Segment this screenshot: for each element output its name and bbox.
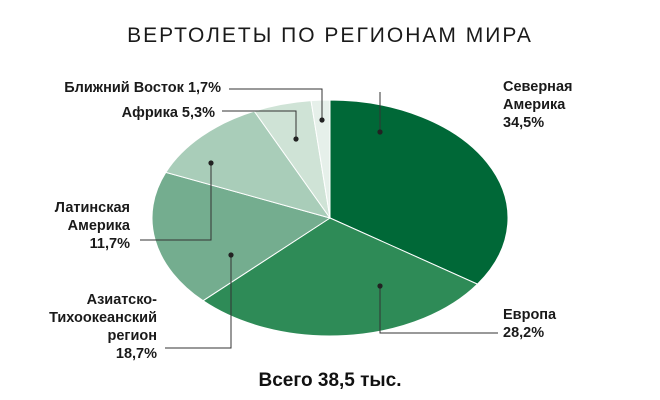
data-label-европа: Европа 28,2% (503, 307, 557, 341)
data-label-ближний-восток: Ближний Восток 1,7% (64, 80, 221, 96)
slice-европа (202, 217, 479, 337)
data-label-северная-америка: Северная Америка 34,5% (503, 79, 572, 131)
leader-lines (140, 88, 498, 349)
leader-dot-северная-америка (377, 129, 383, 135)
leader-dot-латинская-америка (208, 160, 214, 166)
slice-ближний-восток (310, 99, 331, 219)
chart-title: ВЕРТОЛЕТЫ ПО РЕГИОНАМ МИРА (127, 24, 533, 47)
pie-slices (151, 99, 509, 337)
slice-северная-америка (329, 99, 509, 285)
data-label-африка: Африка 5,3% (122, 105, 215, 121)
leader-dot-европа (377, 283, 383, 289)
total-label: Всего 38,5 тыс. (258, 370, 401, 391)
slice-латинская-америка (165, 110, 332, 219)
leader-dot-азиатско-тихоокеанский-регион (228, 252, 234, 258)
leader-line-африка (222, 110, 297, 139)
leader-line-азиатско-тихоокеанский-регион (165, 255, 232, 349)
leader-line-европа (379, 286, 498, 334)
data-label-латинская-америка: Латинская Америка 11,7% (55, 200, 131, 252)
leader-line-ближний-восток (229, 88, 323, 120)
leader-line-латинская-америка (140, 163, 212, 241)
leader-dot-ближний-восток (319, 117, 325, 123)
leader-dot-африка (293, 136, 299, 142)
data-label-азиатско-тихоокеанский-регион: Азиатско-Тихоокеанский регион 18,7% (49, 292, 157, 362)
slice-labels: Северная Америка 34,5% Европа 28,2% Азиатско-… (49, 79, 572, 362)
